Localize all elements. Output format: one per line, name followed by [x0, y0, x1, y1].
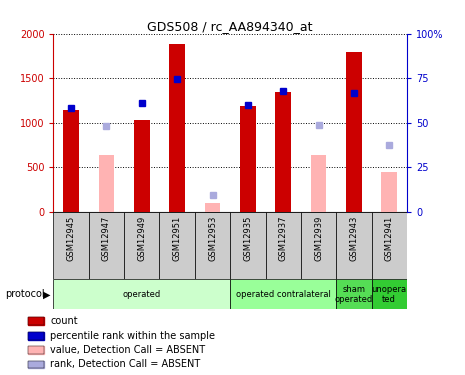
Bar [372, 279, 407, 309]
Bar [195, 212, 230, 279]
Bar [28, 346, 44, 354]
Bar [53, 279, 230, 309]
Bar [124, 212, 159, 279]
Text: operated contralateral: operated contralateral [236, 290, 331, 299]
Bar [28, 332, 44, 340]
Text: GSM12953: GSM12953 [208, 216, 217, 261]
Text: percentile rank within the sample: percentile rank within the sample [50, 331, 215, 340]
Text: GSM12937: GSM12937 [279, 216, 288, 261]
Text: unopera
ted: unopera ted [372, 285, 407, 304]
Bar [53, 212, 89, 279]
Bar [99, 155, 114, 212]
Bar [28, 346, 44, 354]
Bar [28, 317, 44, 325]
Text: ▶: ▶ [43, 290, 50, 299]
Text: GSM12949: GSM12949 [137, 216, 146, 261]
Bar [205, 203, 220, 212]
Bar [266, 212, 301, 279]
Text: GSM12941: GSM12941 [385, 216, 394, 261]
Bar [275, 92, 291, 212]
Bar [230, 279, 336, 309]
Bar [230, 212, 266, 279]
Text: GSM12951: GSM12951 [173, 216, 182, 261]
Text: GSM12945: GSM12945 [66, 216, 76, 261]
Bar [134, 120, 150, 212]
Bar [372, 212, 407, 279]
Bar [63, 110, 79, 212]
Bar [159, 212, 195, 279]
Text: GSM12947: GSM12947 [102, 216, 111, 261]
Bar [381, 172, 397, 212]
Bar [301, 212, 336, 279]
Text: count: count [50, 316, 78, 326]
Bar [311, 155, 326, 212]
Text: GSM12943: GSM12943 [349, 216, 359, 261]
Text: GSM12939: GSM12939 [314, 216, 323, 261]
Bar [346, 53, 362, 212]
Text: GSM12935: GSM12935 [243, 216, 252, 261]
Bar [336, 279, 372, 309]
Bar [28, 332, 44, 340]
Text: rank, Detection Call = ABSENT: rank, Detection Call = ABSENT [50, 360, 200, 369]
Bar [89, 212, 124, 279]
Text: sham
operated: sham operated [335, 285, 373, 304]
Bar [28, 317, 44, 325]
Text: operated: operated [123, 290, 161, 299]
Bar [169, 45, 185, 212]
Text: value, Detection Call = ABSENT: value, Detection Call = ABSENT [50, 345, 206, 355]
Title: GDS508 / rc_AA894340_at: GDS508 / rc_AA894340_at [147, 20, 313, 33]
Bar [28, 361, 44, 368]
Bar [240, 106, 256, 212]
Bar [336, 212, 372, 279]
Bar [28, 361, 44, 368]
Text: protocol: protocol [5, 290, 44, 299]
